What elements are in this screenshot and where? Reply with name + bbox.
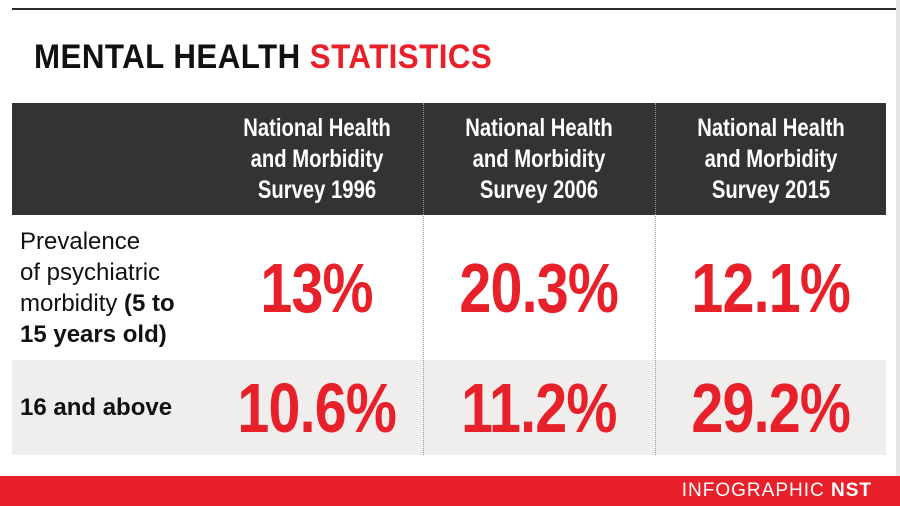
row-label-line: morbidity — [20, 289, 118, 317]
header-line: National Health — [696, 113, 845, 142]
header-line: National Health — [465, 113, 613, 142]
page-edge — [896, 0, 900, 506]
value-text: 12.1% — [691, 248, 850, 327]
credit-prefix: INFOGRAPHIC — [681, 480, 825, 501]
row-label-text: 16 and above — [20, 394, 173, 421]
title-part-2: STATISTICS — [309, 38, 493, 76]
row-label-line: Prevalence — [20, 227, 141, 255]
header-survey-2015: National Health and Morbidity Survey 201… — [655, 103, 886, 215]
header-survey-1996: National Health and Morbidity Survey 199… — [211, 103, 423, 215]
header-line: Survey 2006 — [479, 175, 599, 204]
table-header: National Health and Morbidity Survey 199… — [12, 103, 886, 215]
header-line: and Morbidity — [704, 144, 837, 173]
page-title: MENTAL HEALTH STATISTICS — [34, 38, 492, 77]
header-line: and Morbidity — [472, 144, 606, 173]
value-text: 29.2% — [691, 368, 850, 447]
row-label-psychiatric-morbidity: Prevalence of psychiatric morbidity (5 t… — [12, 215, 211, 360]
header-corner — [12, 103, 211, 215]
header-line: National Health — [243, 113, 391, 142]
statistics-table: National Health and Morbidity Survey 199… — [12, 103, 886, 455]
header-line: Survey 1996 — [257, 175, 377, 204]
row-label-line: of psychiatric — [20, 258, 161, 286]
row-label-age-range: (5 to — [124, 289, 175, 317]
value-text: 10.6% — [237, 368, 397, 447]
table-row: 16 and above 10.6% 11.2% 29.2% — [12, 360, 886, 455]
infographic-credit: INFOGRAPHIC NST — [682, 480, 872, 502]
row-label-16-and-above: 16 and above — [12, 360, 211, 455]
value-text: 20.3% — [459, 248, 619, 327]
value-cell: 20.3% — [423, 215, 655, 360]
table-row: Prevalence of psychiatric morbidity (5 t… — [12, 215, 886, 360]
header-line: and Morbidity — [250, 144, 384, 173]
value-text: 11.2% — [461, 368, 617, 447]
value-cell: 13% — [211, 215, 423, 360]
value-cell: 29.2% — [655, 360, 886, 455]
title-part-1: MENTAL HEALTH — [34, 38, 301, 76]
row-label-age-range: 15 years old) — [20, 320, 167, 348]
value-cell: 11.2% — [423, 360, 655, 455]
header-line: Survey 2015 — [711, 175, 830, 204]
column-divider — [423, 103, 424, 455]
value-cell: 12.1% — [655, 215, 886, 360]
value-cell: 10.6% — [211, 360, 423, 455]
value-text: 13% — [260, 248, 374, 327]
header-survey-2006: National Health and Morbidity Survey 200… — [423, 103, 655, 215]
footer-bar: INFOGRAPHIC NST — [0, 476, 900, 506]
credit-brand: NST — [831, 480, 872, 501]
column-divider — [655, 103, 656, 455]
top-rule — [12, 8, 896, 10]
